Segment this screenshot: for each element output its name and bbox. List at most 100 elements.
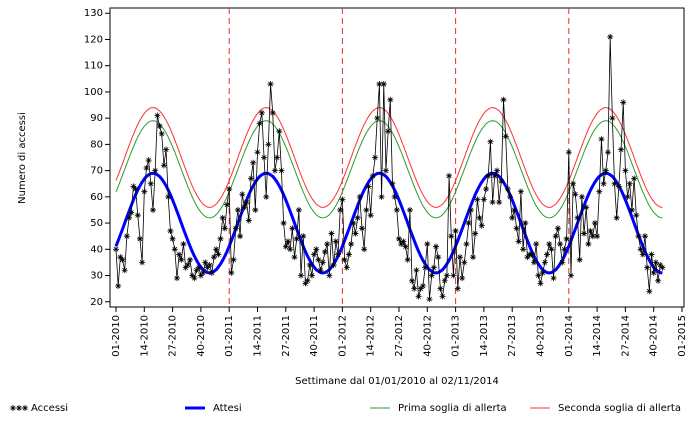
data-point	[169, 235, 176, 242]
data-point	[417, 285, 424, 292]
data-point	[152, 167, 159, 174]
data-point	[474, 196, 481, 203]
data-point	[467, 206, 474, 213]
legend-marker	[16, 405, 22, 411]
data-point	[380, 81, 387, 88]
data-point	[581, 230, 588, 237]
data-point	[369, 172, 376, 179]
data-point	[480, 196, 487, 203]
data-point	[600, 180, 607, 187]
data-point	[224, 201, 231, 208]
data-point	[252, 206, 259, 213]
data-point	[335, 251, 342, 258]
data-point	[609, 115, 616, 122]
data-point	[517, 188, 524, 195]
data-point	[626, 180, 633, 187]
data-point	[433, 243, 440, 250]
data-point	[213, 246, 220, 253]
data-point	[641, 233, 648, 240]
data-point	[150, 206, 157, 213]
data-point	[485, 172, 492, 179]
data-point	[576, 256, 583, 263]
data-point	[298, 272, 305, 279]
data-point	[561, 246, 568, 253]
x-tick-label: 01-2013	[451, 315, 462, 357]
data-point	[404, 256, 411, 263]
plot-frame	[109, 7, 685, 308]
data-point	[226, 185, 233, 192]
data-point	[448, 233, 455, 240]
data-point	[274, 154, 281, 161]
data-point	[237, 233, 244, 240]
y-tick-label: 130	[84, 8, 103, 19]
data-point	[300, 233, 307, 240]
data-point	[439, 293, 446, 300]
data-point	[217, 235, 224, 242]
data-point	[513, 225, 520, 232]
data-point	[210, 254, 217, 261]
data-point	[652, 259, 659, 266]
data-point	[557, 241, 564, 248]
y-tick-label: 100	[84, 87, 103, 98]
data-point	[604, 149, 611, 156]
data-point	[232, 225, 239, 232]
data-point	[158, 130, 165, 137]
legend-label: Accessi	[31, 403, 68, 414]
x-tick-label: 14-2013	[479, 315, 490, 357]
data-point	[291, 254, 298, 261]
data-point	[552, 233, 559, 240]
data-point	[587, 227, 594, 234]
data-point	[391, 193, 398, 200]
data-point	[504, 185, 511, 192]
data-point	[136, 235, 143, 242]
x-tick-label: 40-2012	[422, 315, 433, 357]
data-point	[624, 193, 631, 200]
data-point	[554, 225, 561, 232]
data-point	[452, 227, 459, 234]
data-point	[121, 267, 128, 274]
data-point	[228, 269, 235, 276]
data-point	[402, 243, 409, 250]
data-point	[413, 267, 420, 274]
data-point	[200, 269, 207, 276]
data-point	[189, 272, 196, 279]
data-point	[389, 180, 396, 187]
data-point	[304, 277, 311, 284]
data-point	[332, 238, 339, 245]
data-point	[193, 267, 200, 274]
data-point	[489, 199, 496, 206]
data-point	[163, 146, 170, 153]
data-point	[631, 175, 638, 182]
data-point	[365, 183, 372, 190]
x-tick-label: 14-2014	[592, 315, 603, 357]
data-point	[602, 167, 609, 174]
data-point	[328, 230, 335, 237]
data-point	[572, 191, 579, 198]
data-point	[354, 214, 361, 221]
x-tick-label: 27-2014	[620, 315, 631, 357]
x-tick-label: 27-2013	[507, 315, 518, 357]
data-point	[567, 272, 574, 279]
data-point	[400, 238, 407, 245]
data-point	[498, 178, 505, 185]
data-point	[280, 220, 287, 227]
data-point	[324, 241, 331, 248]
legend-label: Attesi	[213, 403, 242, 414]
data-point	[182, 264, 189, 271]
x-axis-title: Settimane dal 01/01/2010 al 02/11/2014	[295, 376, 499, 387]
data-point	[321, 248, 328, 255]
data-point	[598, 136, 605, 143]
data-point	[141, 188, 148, 195]
data-point	[502, 133, 509, 140]
x-tick-label: 14-2010	[139, 315, 150, 357]
data-point	[441, 277, 448, 284]
data-point	[215, 251, 222, 258]
data-point	[520, 246, 527, 253]
data-point	[426, 296, 433, 303]
data-point	[123, 233, 130, 240]
data-point	[178, 256, 185, 263]
data-point	[276, 128, 283, 135]
data-point	[415, 293, 422, 300]
data-point	[173, 275, 180, 282]
y-tick-label: 70	[90, 166, 103, 177]
